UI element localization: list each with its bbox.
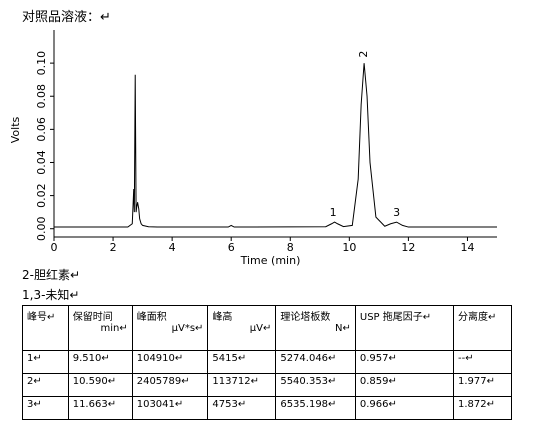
x-axis-label: Time (min) [240,254,301,267]
cell: 6535.198↵ [275,396,356,420]
cell: 113712↵ [207,373,277,397]
x-tick-label: 8 [287,241,294,254]
note: 1,3-未知↵ [22,288,80,302]
header-text: N↵ [335,323,351,334]
note: 2-胆红素↵ [22,268,81,282]
header-text: 峰面积 [136,312,167,323]
cell: 9.510↵ [67,350,133,374]
data-row: 2↵ 10.590↵ 2405789↵ 113712↵ 5540.353↵ 0.859↵ 1… [22,373,512,397]
cell: 0.957↵ [354,350,455,374]
cell: 5540.353↵ [275,373,356,397]
x-tick-label: 2 [110,241,117,254]
cell: 1↵ [22,350,69,374]
y-tick-label: 0.08 [35,84,48,109]
header-cell: 分离度↵ [453,305,512,351]
x-tick-label: 4 [169,241,176,254]
x-tick-label: 14 [460,241,474,254]
header-cell: 峰面积 μV*s↵ [131,305,209,351]
chart: 0 2 4 6 8 10 12 140.000.020.040.060.080.10Time … [9,30,497,267]
header-text: 峰号↵ [27,312,56,323]
cell: 3↵ [22,396,69,420]
y-tick-label: 0.00 [35,216,48,241]
x-tick-label: 6 [228,241,235,254]
trace [54,63,497,228]
title: 对照品溶液：↵ [22,10,111,25]
y-tick-label: 0.02 [35,183,48,208]
header-row: 峰号↵ 保留时间 min↵ 峰面积 μV*s↵ 峰高 μV↵ 理论塔板数 N↵ USP 拖尾因子↵… [22,305,512,351]
cell: 1.872↵ [453,396,512,420]
peak-label: 1 [330,206,337,219]
header-cell: 保留时间 min↵ [67,305,133,351]
peak-label: 3 [393,206,400,219]
cell: 103041↵ [131,396,209,420]
y-tick-label: 0.06 [35,117,48,142]
header-cell: USP 拖尾因子↵ [354,305,455,351]
header-text: μV↵ [249,323,272,334]
header-text: 保留时间 [72,312,113,323]
y-tick-label: 0.04 [35,150,48,175]
cell: 4753↵ [207,396,277,420]
y-tick-label: 0.10 [35,51,48,75]
x-tick-label: 10 [342,241,356,254]
cell: 5415↵ [207,350,277,374]
header-cell: 峰高 μV↵ [207,305,277,351]
header-text: 理论塔板数 [280,312,331,323]
header-text: USP 拖尾因子↵ [359,312,432,323]
cell: 10.590↵ [67,373,133,397]
cell: 104910↵ [131,350,209,374]
y-axis-label: Volts [9,116,22,143]
header-cell: 峰号↵ [22,305,69,351]
cell: 5274.046↵ [275,350,356,374]
cell: 0.859↵ [354,373,455,397]
x-tick-label: 12 [401,241,415,254]
data-row: 3↵ 11.663↵ 103041↵ 4753↵ 6535.198↵ 0.966↵ 1.87… [22,396,512,420]
cell: --↵ [453,350,512,374]
cell: 1.977↵ [453,373,512,397]
x-tick-label: 0 [51,241,58,254]
cell: 2405789↵ [131,373,209,397]
header-cell: 理论塔板数 N↵ [275,305,356,351]
cell: 11.663↵ [67,396,133,420]
cell: 2↵ [22,373,69,397]
cell: 0.966↵ [354,396,455,420]
peak-label: 2 [357,51,370,58]
results-table: 峰号↵ 保留时间 min↵ 峰面积 μV*s↵ 峰高 μV↵ 理论塔板数 N↵ USP 拖尾因子↵… [22,305,512,420]
data-row: 1↵ 9.510↵ 104910↵ 5415↵ 5274.046↵ 0.957↵ --↵ [22,350,512,374]
header-text: min↵ [100,323,128,334]
header-text: μV*s↵ [171,323,204,334]
header-text: 分离度↵ [458,312,497,323]
header-text: 峰高 [212,312,233,323]
